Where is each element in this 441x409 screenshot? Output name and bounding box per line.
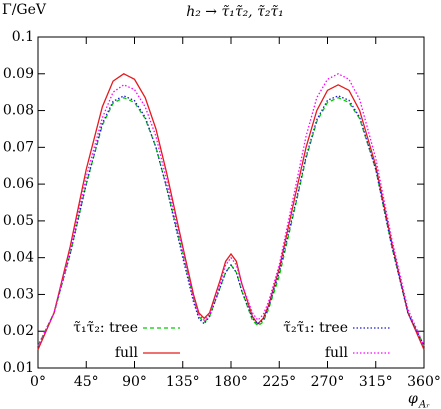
x-axis-label-subscript: Aᵣ (418, 400, 430, 409)
chart-title: h₂ → τ̃₁τ̃₂, τ̃₂τ̃₁ (186, 4, 284, 20)
series-line (37, 73, 425, 347)
x-tick-label: 315° (359, 374, 393, 390)
y-tick-label: 0.03 (3, 286, 34, 302)
x-tick-label: 0° (30, 374, 46, 390)
plot-frame (37, 36, 425, 369)
y-tick-label: 0.06 (3, 176, 34, 192)
y-tick-label: 0.07 (3, 139, 34, 155)
y-tick-label: 0.01 (3, 360, 34, 376)
x-tick-label: 45° (74, 374, 99, 390)
x-tick-label: 225° (262, 374, 296, 390)
y-axis-label: Γ/GeV (2, 2, 47, 18)
y-tick-label: 0.02 (3, 323, 34, 339)
legend-label: full (115, 345, 139, 361)
series-line (37, 95, 425, 347)
y-tick-label: 0.05 (3, 213, 34, 229)
y-tick-label: 0.09 (3, 66, 34, 82)
y-tick-label: 0.1 (12, 29, 34, 45)
legend-label: full (325, 345, 349, 361)
y-tick-label: 0.08 (3, 103, 34, 119)
series-line (37, 73, 425, 350)
x-tick-label: 360° (407, 374, 441, 390)
legend-label: τ̃₂τ̃₁: tree (283, 320, 348, 336)
x-axis-label: φ (408, 391, 418, 407)
x-tick-label: 180° (214, 374, 248, 390)
legend-label: τ̃₁τ̃₂: tree (73, 320, 138, 336)
y-tick-label: 0.04 (3, 250, 34, 266)
x-tick-label: 270° (311, 374, 345, 390)
x-tick-label: 135° (166, 374, 200, 390)
x-tick-label: 90° (122, 374, 147, 390)
